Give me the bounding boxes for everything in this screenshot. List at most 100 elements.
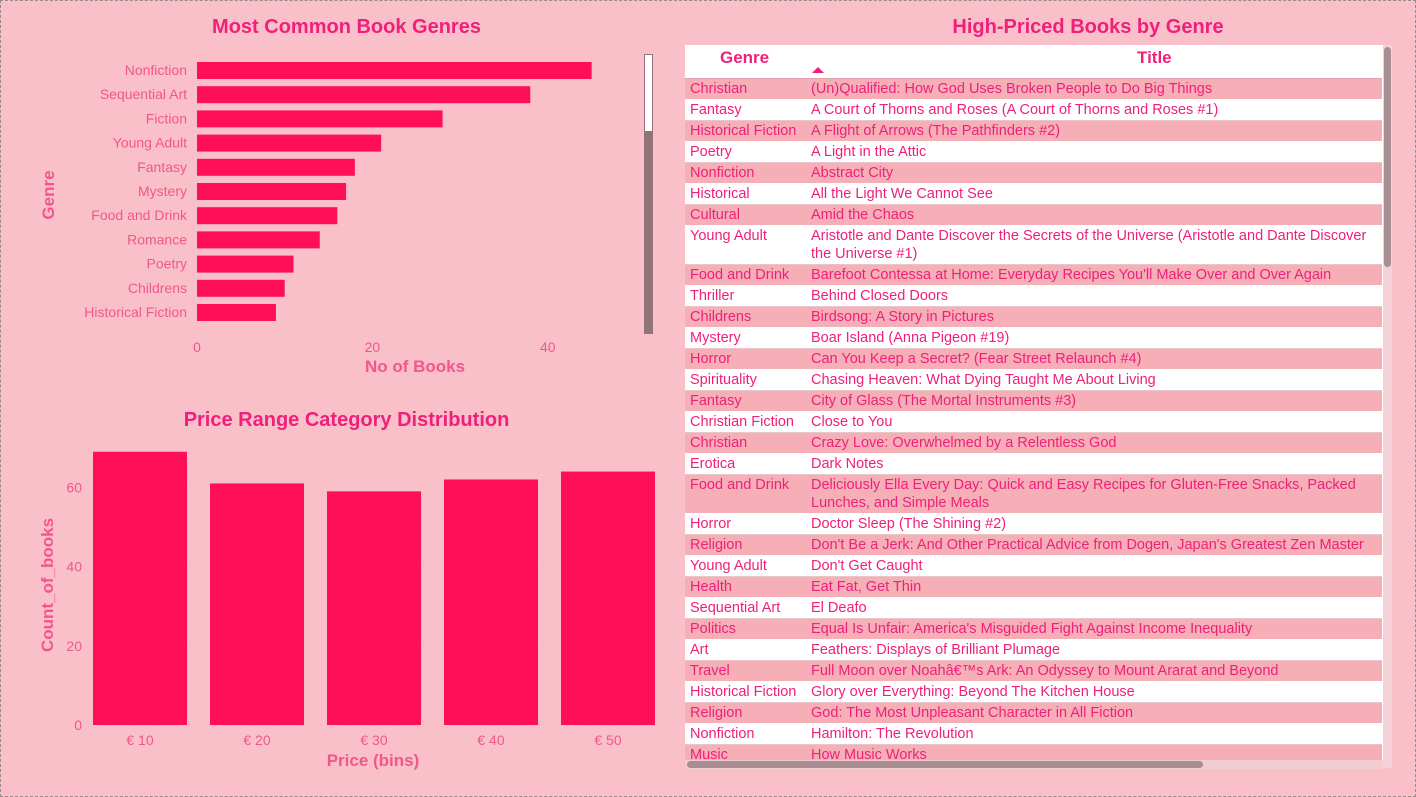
table-row[interactable]: Thriller Behind Closed Doors (685, 286, 1382, 307)
price-bar (561, 471, 655, 725)
genre-bar (197, 231, 320, 249)
table-row[interactable]: Sequential Art El Deafo (685, 598, 1382, 619)
x-tick-label: € 50 (594, 732, 621, 748)
table-row[interactable]: Food and Drink Deliciously Ella Every Day… (685, 475, 1382, 514)
table-row[interactable]: Historical Fiction Glory over Everything:… (685, 682, 1382, 703)
x-tick-label: 0 (193, 339, 201, 355)
genre-tick-label: Mystery (138, 183, 187, 199)
table-row[interactable]: Nonfiction Abstract City (685, 163, 1382, 184)
table-row[interactable]: Historical Fiction A Flight of Arrows (Th… (685, 121, 1382, 142)
table-row[interactable]: Horror Can You Keep a Secret? (Fear Stree… (685, 349, 1382, 370)
cell-title: Barefoot Contessa at Home: Everyday Reci… (811, 267, 1332, 283)
table-horizontal-scroll-thumb[interactable] (687, 761, 1203, 768)
genre-bar (197, 134, 382, 152)
cell-genre: Historical (690, 186, 750, 202)
table-row[interactable]: Poetry A Light in the Attic (685, 142, 1382, 163)
y-tick-label: 60 (66, 479, 82, 495)
cell-title: Equal Is Unfair: America's Misguided Fig… (811, 621, 1253, 637)
cell-genre: Christian (690, 435, 748, 451)
cell-title: Behind Closed Doors (811, 288, 949, 304)
genre-bar (197, 255, 294, 273)
table-row[interactable]: Religion God: The Most Unpleasant Charact… (685, 703, 1382, 724)
y-axis-label: Genre (39, 170, 58, 219)
column-header-title[interactable]: Title (1137, 48, 1172, 67)
genre-chart-scroll-thumb[interactable] (645, 55, 652, 131)
genre-chart-scrollbar[interactable] (644, 54, 653, 334)
table-row[interactable]: Christian (Un)Qualified: How God Uses Bro… (685, 79, 1382, 100)
table-row[interactable]: Art Feathers: Displays of Brilliant Pluma… (685, 640, 1382, 661)
table-row[interactable]: Historical All the Light We Cannot See (685, 184, 1382, 205)
cell-title: Crazy Love: Overwhelmed by a Relentless … (811, 435, 1117, 451)
table-row[interactable]: Christian Crazy Love: Overwhelmed by a Re… (685, 433, 1382, 454)
price-bar (210, 483, 304, 725)
genre-bar (197, 279, 285, 297)
table-row[interactable]: Health Eat Fat, Get Thin (685, 577, 1382, 598)
table-row[interactable]: Fantasy A Court of Thorns and Roses (A Co… (685, 100, 1382, 121)
cell-title: Eat Fat, Get Thin (811, 579, 922, 595)
cell-genre: Historical Fiction (690, 123, 797, 139)
table-row[interactable]: Childrens Birdsong: A Story in Pictures (685, 307, 1382, 328)
sort-ascending-icon[interactable] (812, 67, 824, 73)
price-bar (444, 479, 538, 725)
table-row[interactable]: Food and Drink Barefoot Contessa at Home:… (685, 265, 1382, 286)
table-row[interactable]: Politics Equal Is Unfair: America's Misgu… (685, 619, 1382, 640)
cell-genre: Spirituality (690, 372, 757, 388)
cell-title: City of Glass (The Mortal Instruments #3… (811, 393, 1077, 409)
genre-tick-label: Young Adult (113, 135, 187, 151)
table-row[interactable]: Horror Doctor Sleep (The Shining #2) (685, 514, 1382, 535)
column-header-genre[interactable]: Genre (720, 48, 770, 67)
y-axis-label: Count_of_books (38, 518, 57, 652)
cell-genre: Health (690, 579, 732, 595)
cell-title: Close to You (811, 414, 893, 430)
cell-genre: Christian (690, 81, 748, 97)
cell-title: A Court of Thorns and Roses (A Court of … (811, 102, 1219, 118)
cell-title: Full Moon over Noahâ€™s Ark: An Odyssey … (811, 663, 1279, 679)
table-row[interactable]: Young Adult Don't Get Caught (685, 556, 1382, 577)
table-row[interactable]: Spirituality Chasing Heaven: What Dying T… (685, 370, 1382, 391)
cell-genre: Horror (690, 351, 732, 367)
table-header: Genre Title (685, 45, 1382, 79)
cell-genre: Young Adult (690, 228, 767, 244)
cell-genre: Art (690, 642, 709, 658)
table-vertical-scroll-thumb[interactable] (1384, 47, 1391, 267)
genre-tick-label: Childrens (128, 280, 187, 296)
cell-title: Abstract City (811, 165, 894, 181)
table-row[interactable]: Christian Fiction Close to You (685, 412, 1382, 433)
table-row[interactable]: Religion Don't Be a Jerk: And Other Pract… (685, 535, 1382, 556)
table-vertical-scrollbar[interactable] (1383, 45, 1392, 768)
price-bar (93, 451, 187, 725)
cell-title: Deliciously Ella Every Day: Quick and Ea… (811, 477, 1356, 511)
cell-title: A Flight of Arrows (The Pathfinders #2) (811, 123, 1061, 139)
cell-genre: Religion (690, 537, 743, 553)
price-bar-chart: 0 20 40 60 € 10 € 20 € 30 € 40 € 50 Price (bins) C… (38, 451, 655, 770)
cell-title: Birdsong: A Story in Pictures (811, 309, 994, 325)
table-row[interactable]: Cultural Amid the Chaos (685, 205, 1382, 226)
cell-genre: Politics (690, 621, 736, 637)
table-row[interactable]: Erotica Dark Notes (685, 454, 1382, 475)
cell-genre: Mystery (690, 330, 741, 346)
cell-genre: Fantasy (690, 393, 742, 409)
cell-title: (Un)Qualified: How God Uses Broken Peopl… (811, 81, 1213, 97)
genre-tick-label: Historical Fiction (84, 304, 187, 320)
cell-genre: Food and Drink (690, 477, 790, 493)
cell-genre: Religion (690, 705, 743, 721)
table-row[interactable]: Travel Full Moon over Noahâ€™s Ark: An Od… (685, 661, 1382, 682)
cell-title: How Music Works (811, 747, 927, 763)
cell-genre: Erotica (690, 456, 736, 472)
genre-bar (197, 158, 355, 176)
table-row[interactable]: Fantasy City of Glass (The Mortal Instrum… (685, 391, 1382, 412)
table-body: Christian (Un)Qualified: How God Uses Bro… (685, 79, 1382, 766)
cell-genre: Food and Drink (690, 267, 790, 283)
table-row[interactable]: Young Adult Aristotle and Dante Discover … (685, 226, 1382, 265)
cell-genre: Music (690, 747, 728, 763)
table-row[interactable]: Mystery Boar Island (Anna Pigeon #19) (685, 328, 1382, 349)
cell-genre: Christian Fiction (690, 414, 794, 430)
x-tick-label: 20 (365, 339, 381, 355)
x-tick-label: 40 (540, 339, 556, 355)
cell-title: A Light in the Attic (811, 144, 927, 160)
cell-title: Boar Island (Anna Pigeon #19) (811, 330, 1010, 346)
cell-genre: Fantasy (690, 102, 742, 118)
cell-genre: Young Adult (690, 558, 767, 574)
cell-genre: Cultural (690, 207, 740, 223)
table-row[interactable]: Nonfiction Hamilton: The Revolution (685, 724, 1382, 745)
